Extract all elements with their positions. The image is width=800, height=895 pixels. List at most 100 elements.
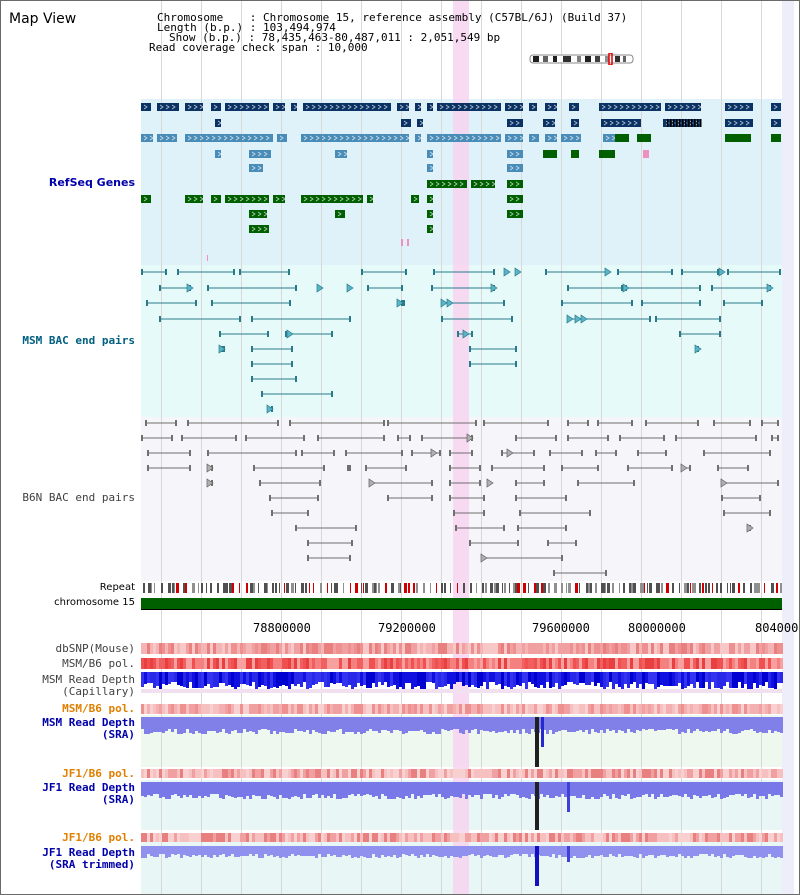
gene-arrow <box>471 135 476 141</box>
heat-cell <box>219 658 222 669</box>
gene-arrow <box>515 165 520 171</box>
gene-arrow <box>419 120 424 126</box>
depth-bar <box>624 672 627 684</box>
b6n-bac-pair-end <box>253 465 255 471</box>
depth-bar <box>252 782 255 795</box>
heat-cell <box>555 643 558 654</box>
track-label-dbsnp[interactable]: dbSNP(Mouse) <box>55 642 135 655</box>
depth-bar <box>447 846 450 858</box>
depth-bar <box>396 782 399 797</box>
heat-cell <box>264 769 267 778</box>
heat-cell <box>546 643 549 654</box>
bac-end-arrow <box>580 314 588 324</box>
repeat-element <box>771 583 774 593</box>
depth-bar <box>573 717 576 732</box>
heat-cell <box>744 833 747 842</box>
b6n-bac-pair-end <box>761 420 763 426</box>
depth-bar <box>582 672 585 683</box>
heat-cell <box>189 704 192 714</box>
heat-cell <box>744 769 747 778</box>
heat-cell <box>381 769 384 778</box>
heat-cell <box>693 643 696 654</box>
depth-bar <box>405 846 408 855</box>
gene-arrow <box>193 196 198 202</box>
track-label-msm-b6-pol-2[interactable]: MSM/B6 pol. <box>62 702 135 715</box>
gene-arrow <box>265 135 270 141</box>
track-label-b6n-bac[interactable]: B6N BAC end pairs <box>22 491 135 504</box>
b6n-bac-pair-end <box>749 420 751 426</box>
heat-cell <box>456 643 459 654</box>
track-label-jf1-depth-sra[interactable]: JF1 Read Depth (SRA) <box>42 782 135 806</box>
heat-cell <box>636 643 639 654</box>
heat-cell <box>171 704 174 714</box>
depth-bar <box>342 717 345 734</box>
track-label-msm-bac[interactable]: MSM BAC end pairs <box>22 334 135 347</box>
heat-cell <box>678 833 681 842</box>
track-label-jf1-b6-pol-2[interactable]: JF1/B6 pol. <box>62 831 135 844</box>
heat-cell <box>411 704 414 714</box>
repeat-element <box>201 583 203 593</box>
b6n-bac-pair-end <box>401 450 403 456</box>
chromosome-ideogram[interactable] <box>529 53 635 65</box>
depth-bar <box>435 846 438 856</box>
depth-bar <box>528 846 531 857</box>
grid-line <box>201 1 202 894</box>
gene-arrow <box>745 120 750 126</box>
heat-cell <box>252 658 255 669</box>
heat-cell <box>648 704 651 714</box>
track-label-msm-b6-pol[interactable]: MSM/B6 pol. <box>62 657 135 670</box>
heat-cell <box>423 643 426 654</box>
depth-bar <box>333 717 336 732</box>
heat-cell <box>270 643 273 654</box>
b6n-bac-pair-end <box>187 420 189 426</box>
heat-cell <box>315 769 318 778</box>
heat-cell <box>663 658 666 669</box>
heat-cell <box>351 769 354 778</box>
heat-cell <box>396 833 399 842</box>
track-label-msm-depth-capillary[interactable]: MSM Read Depth (Capillary) <box>42 674 135 698</box>
depth-bar <box>459 846 462 858</box>
heat-cell <box>417 658 420 669</box>
depth-bar <box>342 846 345 855</box>
heat-cell <box>411 833 414 842</box>
heat-cell <box>726 769 729 778</box>
heat-cell <box>417 769 420 778</box>
heat-cell <box>174 643 177 654</box>
depth-bar <box>432 782 435 794</box>
depth-bar <box>297 782 300 797</box>
track-label-refseq[interactable]: RefSeq Genes <box>48 176 135 189</box>
depth-bar <box>663 782 666 797</box>
gene-block <box>673 119 675 127</box>
depth-bar <box>180 846 183 858</box>
depth-bar <box>621 782 624 795</box>
bac-end-arrow <box>503 267 511 277</box>
depth-bar <box>726 717 729 729</box>
heat-cell <box>198 658 201 669</box>
heat-cell <box>345 704 348 714</box>
gene-block <box>301 195 363 203</box>
track-label-jf1-depth-trimmed[interactable]: JF1 Read Depth (SRA trimmed) <box>42 847 135 871</box>
depth-bar <box>561 846 564 857</box>
repeat-element <box>430 583 431 593</box>
heat-cell <box>210 658 213 669</box>
gene-arrow <box>171 135 176 141</box>
region-highlight[interactable] <box>453 1 469 894</box>
heat-cell <box>282 769 285 778</box>
depth-bar <box>744 717 747 730</box>
gene-arrow <box>363 135 368 141</box>
depth-bar <box>216 717 219 733</box>
heat-cell <box>453 643 456 654</box>
track-label-msm-depth-sra[interactable]: MSM Read Depth (SRA) <box>42 717 135 741</box>
heat-cell <box>744 704 747 714</box>
depth-bar <box>690 782 693 799</box>
heat-cell <box>540 658 543 669</box>
gene-arrow <box>293 104 298 110</box>
msm-bac-pair-end <box>288 269 290 275</box>
heat-cell <box>246 643 249 654</box>
track-label-jf1-b6-pol[interactable]: JF1/B6 pol. <box>62 767 135 780</box>
heat-cell <box>558 769 561 778</box>
